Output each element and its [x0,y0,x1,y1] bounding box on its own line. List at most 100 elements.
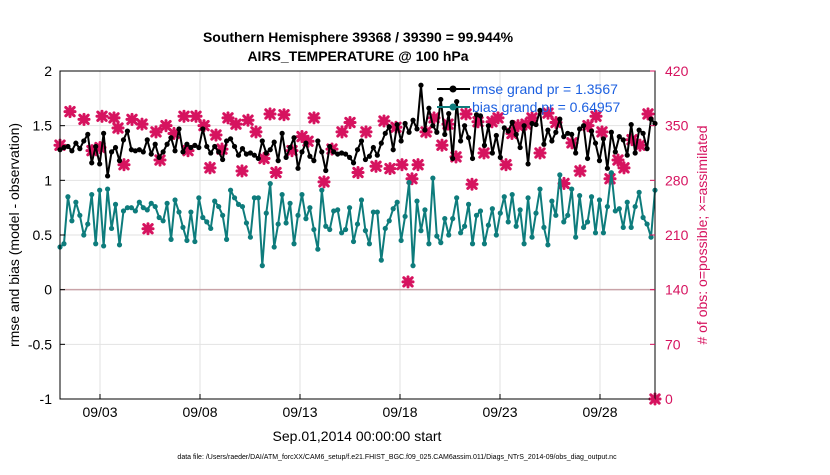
rmse-point [533,121,539,128]
bias-point [414,198,420,204]
obs-assimilated-marker [263,107,277,121]
rmse-point [517,144,523,151]
obs-assimilated-marker [85,144,99,158]
bias-point [588,194,595,200]
bias-point [124,205,131,211]
obs-assimilated-marker [557,176,571,190]
bias-point [152,203,158,210]
rmse-point [612,149,618,155]
legend-bias-marker [449,103,457,111]
bias-point [283,220,289,226]
rmse-point [358,138,365,144]
obs-assimilated-marker [125,112,139,126]
bias-point [382,225,388,232]
bias-point [561,219,567,225]
obs-assimilated-marker [111,121,125,135]
rmse-point [69,148,75,154]
rmse-point [620,137,626,143]
rmse-point [370,144,376,151]
bias-point [350,238,357,245]
rmse-point [366,153,372,159]
bias-point [61,241,67,247]
obs-assimilated-marker [209,128,223,142]
bias-point [311,226,317,233]
rmse-point [204,143,210,150]
rmse-point [105,173,111,179]
rmse-point [243,151,250,157]
rmse-point [537,107,543,113]
obs-assimilated-marker [177,109,191,123]
obs-assimilated-marker [215,142,229,156]
rmse-point [192,142,198,148]
bias-point [628,224,634,230]
bias-point [521,241,527,247]
rmse-point [180,149,186,155]
bias-point [616,206,622,212]
bias-point [108,225,115,232]
bias-point [394,199,400,205]
grid-layer [60,70,655,400]
bias-point [200,214,206,221]
rmse-point [446,111,452,117]
rmse-point [235,152,242,158]
bias-point [469,241,476,247]
bias-point [454,195,460,201]
rmse-series [57,82,658,179]
rmse-point [628,121,634,128]
bias-series [57,170,658,269]
bias-point [410,263,416,269]
bias-point [212,198,218,204]
right-y-tick-label: 0 [665,391,673,407]
bias-point [374,209,380,215]
bias-point [533,210,539,216]
obs-assimilated-marker [427,111,441,125]
rmse-point [112,144,119,151]
bias-point [501,194,507,200]
right-y-tick-label: 70 [665,336,681,352]
obs-assimilated-marker [449,150,463,164]
obs-assimilated-marker [197,119,211,133]
bias-point [271,244,277,250]
bias-point [239,203,246,210]
obs-assimilated-marker [277,108,291,122]
rmse-point [97,161,103,167]
bias-point [243,220,250,226]
left-y-tick-label: -1 [40,391,53,407]
obs-assimilated-marker [435,138,449,152]
bias-point [303,216,309,222]
x-tick-label: 09/23 [482,404,517,420]
bias-point [89,191,95,198]
bias-point [220,212,226,218]
rmse-point [89,160,95,166]
rmse-point [350,160,357,166]
bias-point [557,172,563,178]
left-y-tick-label: 1 [44,172,52,188]
obs-assimilated-marker [95,109,109,123]
x-axis-label: Sep.01,2014 00:00:00 start [273,428,442,444]
rmse-point [390,147,396,153]
obs-assimilated-marker [295,130,309,144]
bias-point [525,195,531,201]
bias-point [541,224,547,230]
obs-assimilated-marker [167,126,181,141]
rmse-point [636,127,642,133]
right-y-tick-label: 140 [665,282,689,298]
rmse-point [343,151,349,157]
rmse-point [422,127,428,133]
rmse-point [450,155,456,162]
rmse-point [303,140,309,146]
rmse-point [577,126,583,132]
bias-point [247,234,253,240]
rmse-point [176,126,182,132]
bias-point [148,200,154,206]
rmse-point [497,154,503,160]
obs-assimilated-marker [117,158,131,172]
rmse-point [414,126,420,132]
rmse-point [592,140,599,146]
obs-assimilated-marker [63,105,77,119]
rmse-point [501,125,507,131]
bias-point [132,208,138,214]
obs-assimilated-marker [525,111,539,125]
bias-point [386,218,392,224]
bias-point [188,209,194,215]
